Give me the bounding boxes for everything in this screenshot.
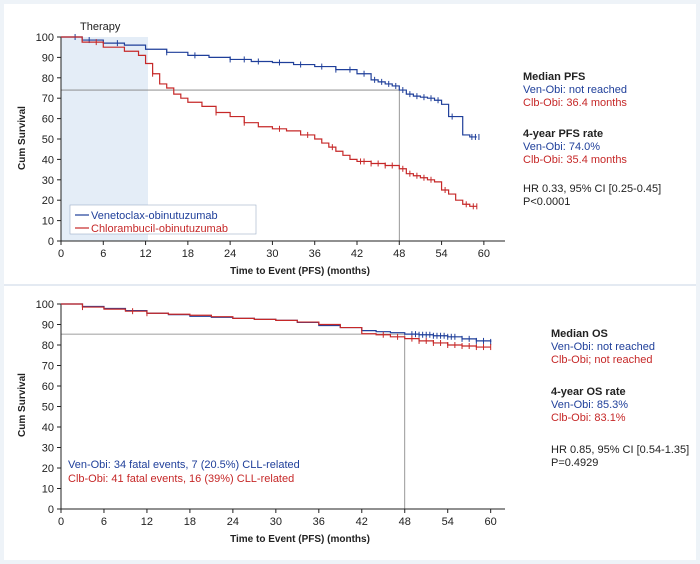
os-y-tick-label: 60 <box>42 381 54 393</box>
pfs-median-clb: Clb-Obi: 36.4 months <box>523 97 627 109</box>
pfs-axes: 0 10 20 30 40 50 60 70 80 90 100 0 6 12 18 24 30 36 42 48 54… <box>36 32 505 260</box>
pfs-y-tick-label: 70 <box>42 93 54 105</box>
pfs-x-axis-title: Time to Event (PFS) (months) <box>230 266 370 277</box>
os-x-tick-label: 0 <box>58 516 64 528</box>
os-x-tick-label: 36 <box>313 516 325 528</box>
pfs-y-tick-label: 50 <box>42 134 54 146</box>
os-rate-title: 4-year OS rate <box>551 386 626 398</box>
os-hr: HR 0.85, 95% CI [0.54-1.35] <box>551 444 689 456</box>
pfs-median-title: Median PFS <box>523 71 585 83</box>
os-y-tick-label: 10 <box>42 484 54 496</box>
os-y-tick-label: 80 <box>42 340 54 352</box>
os-y-tick-label: 40 <box>42 422 54 434</box>
os-events-clb: Clb-Obi: 41 fatal events, 16 (39%) CLL-r… <box>68 473 294 485</box>
os-y-axis-title: Cum Survival <box>17 373 28 437</box>
pfs-y-tick-label: 60 <box>42 114 54 126</box>
pfs-median-ven: Ven-Obi: not reached <box>523 84 627 96</box>
legend-label-clb: Chlorambucil-obinutuzumab <box>91 223 228 235</box>
os-axes: 0 10 20 30 40 50 60 70 80 90 100 0 6 12 18 24 30 36 42 48 54… <box>36 299 505 528</box>
os-median-clb: Clb-Obi; not reached <box>551 354 653 366</box>
pfs-legend: Venetoclax-obinutuzumab Chlorambucil-obi… <box>69 204 257 235</box>
os-x-tick-label: 18 <box>184 516 196 528</box>
pfs-x-tick-label: 48 <box>393 248 405 260</box>
os-x-tick-label: 60 <box>485 516 497 528</box>
os-chart: 0 10 20 30 40 50 60 70 80 90 100 0 6 12 18 24 30 36 42 48 54… <box>17 299 689 545</box>
pfs-x-tick-label: 54 <box>435 248 447 260</box>
pfs-y-tick-label: 10 <box>42 216 54 228</box>
pfs-x-tick-label: 30 <box>266 248 278 260</box>
pfs-rate-ven: Ven-Obi: 74.0% <box>523 141 600 153</box>
pfs-series <box>61 34 480 210</box>
os-x-tick-label: 12 <box>141 516 153 528</box>
os-x-tick-label: 30 <box>270 516 282 528</box>
pfs-x-tick-label: 12 <box>139 248 151 260</box>
legend-box <box>69 204 257 235</box>
therapy-label: Therapy <box>80 21 121 33</box>
os-x-tick-label: 48 <box>399 516 411 528</box>
pfs-y-tick-label: 100 <box>36 32 54 44</box>
pfs-y-tick-label: 90 <box>42 52 54 64</box>
os-median-title: Median OS <box>551 328 608 340</box>
os-x-tick-label: 54 <box>442 516 454 528</box>
pfs-p: P<0.0001 <box>523 196 570 208</box>
os-events-ven: Ven-Obi: 34 fatal events, 7 (20.5%) CLL-… <box>68 459 300 471</box>
os-y-tick-label: 0 <box>48 504 54 516</box>
pfs-y-tick-label: 80 <box>42 73 54 85</box>
pfs-rate-clb: Clb-Obi: 35.4 months <box>523 154 627 166</box>
legend-label-ven: Venetoclax-obinutuzumab <box>91 210 218 222</box>
pfs-y-tick-label: 30 <box>42 175 54 187</box>
os-y-tick-label: 30 <box>42 443 54 455</box>
os-rate-ven: Ven-Obi: 85.3% <box>551 399 628 411</box>
pfs-y-axis-title: Cum Survival <box>17 106 28 170</box>
os-x-tick-label: 42 <box>356 516 368 528</box>
os-y-tick-label: 50 <box>42 402 54 414</box>
os-annotations: Median OS Ven-Obi: not reached Clb-Obi; … <box>551 328 689 469</box>
os-x-axis-title: Time to Event (PFS) (months) <box>230 534 370 545</box>
os-rate-clb: Clb-Obi: 83.1% <box>551 412 626 424</box>
os-y-tick-label: 20 <box>42 463 54 475</box>
os-x-tick-label: 6 <box>101 516 107 528</box>
pfs-chart: Therapy 0 10 20 30 40 50 60 70 80 90 100 0 6 12 18 24 30… <box>17 21 661 277</box>
pfs-series-line-chlorambucil-obinutuzumab <box>61 36 477 207</box>
figure-card: Therapy 0 10 20 30 40 50 60 70 80 90 100 0 6 12 18 24 30… <box>4 4 696 560</box>
pfs-x-tick-label: 24 <box>224 248 236 260</box>
os-reference-lines <box>61 333 406 509</box>
pfs-hr: HR 0.33, 95% CI [0.25-0.45] <box>523 183 661 195</box>
pfs-y-tick-label: 20 <box>42 195 54 207</box>
pfs-x-tick-label: 18 <box>182 248 194 260</box>
os-y-tick-label: 90 <box>42 320 54 332</box>
pfs-y-tick-label: 40 <box>42 154 54 166</box>
pfs-x-tick-label: 36 <box>309 248 321 260</box>
os-series <box>61 303 492 351</box>
pfs-y-tick-label: 0 <box>48 236 54 248</box>
os-y-tick-label: 100 <box>36 299 54 311</box>
os-y-tick-label: 70 <box>42 361 54 373</box>
os-p: P=0.4929 <box>551 457 598 469</box>
pfs-x-tick-label: 60 <box>478 248 490 260</box>
pfs-rate-title: 4-year PFS rate <box>523 128 603 140</box>
os-median-ven: Ven-Obi: not reached <box>551 341 655 353</box>
pfs-x-tick-label: 6 <box>100 248 106 260</box>
os-x-tick-label: 24 <box>227 516 239 528</box>
pfs-annotations: Median PFS Ven-Obi: not reached Clb-Obi:… <box>523 71 661 208</box>
pfs-x-tick-label: 42 <box>351 248 363 260</box>
pfs-x-tick-label: 0 <box>58 248 64 260</box>
